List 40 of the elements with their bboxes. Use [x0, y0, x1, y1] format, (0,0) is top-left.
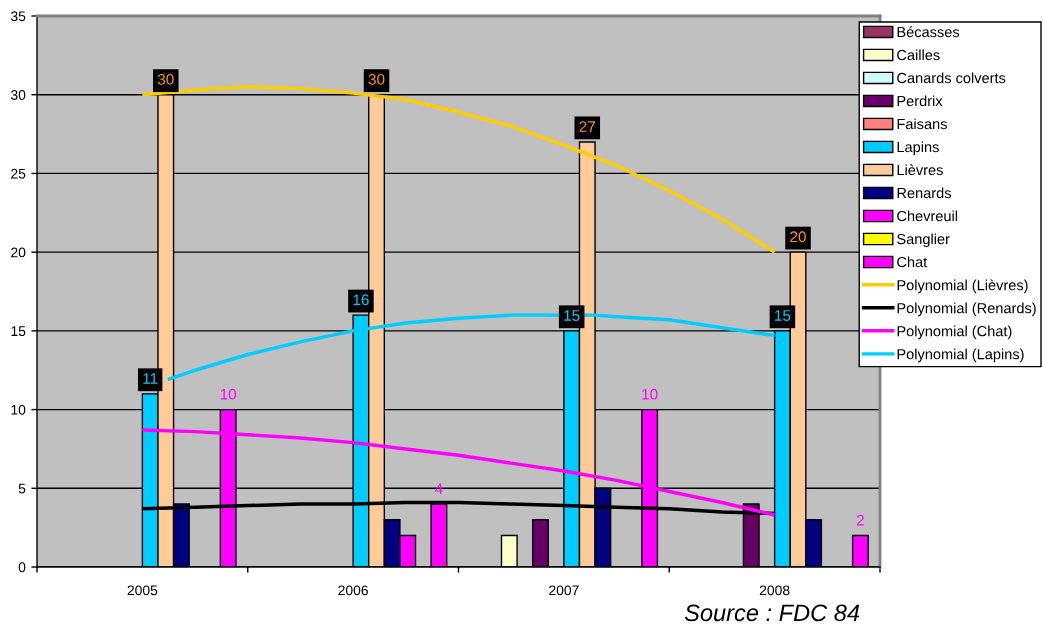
y-tick-label: 35 [10, 11, 26, 22]
data-label: 15 [564, 310, 580, 321]
legend-label: Sanglier [897, 233, 950, 248]
legend-label: Canards colverts [897, 72, 1006, 84]
legend-label: Chevreuil [897, 210, 958, 222]
x-tick-label: 2005 [127, 585, 158, 596]
y-tick-label: 30 [10, 90, 26, 100]
data-label: 30 [368, 73, 385, 85]
y-tick-label: 25 [11, 168, 26, 179]
y-tick-label: 20 [11, 247, 26, 258]
legend-label: Chat [897, 256, 928, 268]
line-series [140, 85, 777, 254]
y-tick-label: 5 [18, 483, 26, 494]
legend-label: Polynomial (Renards) [897, 302, 1036, 317]
y-tick-label: 0 [18, 562, 26, 573]
data-label: 20 [790, 231, 806, 243]
legend-label: Bécasses [897, 26, 960, 38]
data-label: 2 [856, 514, 864, 526]
x-tick-label: 2006 [338, 585, 368, 596]
data-label: 11 [143, 373, 158, 384]
source-note: Source : FDC 84 [684, 604, 860, 622]
data-label: 10 [642, 388, 658, 400]
legend-label: Polynomial (Chat) [897, 325, 1012, 340]
legend-label: Cailles [897, 49, 940, 61]
data-label: 10 [220, 388, 237, 400]
legend-label: Lièvres [897, 164, 943, 176]
legend-label: Polynomial (Lapins) [897, 348, 1024, 363]
legend-label: Polynomial (Lièvres) [897, 279, 1028, 294]
legend-label: Perdrix [897, 95, 943, 107]
y-tick-label: 10 [11, 404, 26, 415]
legend-label: Renards [897, 187, 952, 199]
data-label: 16 [353, 294, 369, 306]
legend-label: Lapins [897, 141, 939, 156]
x-tick-label: 2008 [759, 585, 790, 596]
legend-label: Faisans [897, 118, 947, 130]
data-label: 15 [775, 310, 791, 321]
data-label: 27 [579, 121, 595, 132]
y-tick-label: 15 [11, 326, 26, 337]
x-tick-label: 2007 [549, 585, 579, 596]
data-label: 30 [157, 73, 174, 85]
